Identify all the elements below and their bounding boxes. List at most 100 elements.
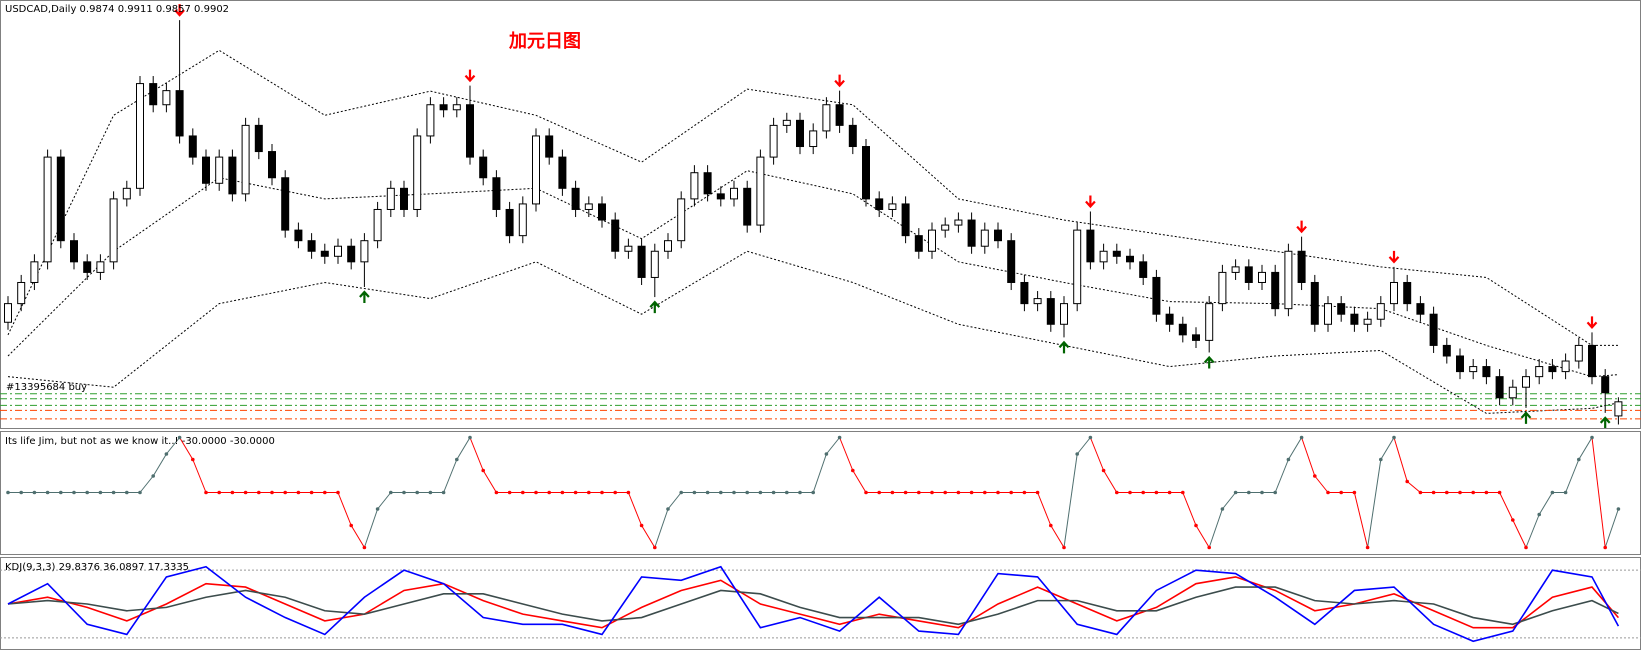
candle-body (1258, 271, 1266, 283)
candle-body (835, 104, 844, 126)
signal-point (745, 490, 749, 495)
signal-point (151, 474, 155, 478)
candle-body (624, 245, 633, 252)
signal-segment (667, 492, 682, 510)
candle-body (532, 135, 540, 205)
signal-point (1299, 435, 1304, 440)
signal-point (692, 490, 697, 495)
candle-body (518, 203, 527, 237)
signal-point (1550, 490, 1555, 495)
signal-point (1128, 490, 1132, 495)
candle-body (202, 156, 210, 184)
signal-point (1497, 490, 1502, 495)
signal-point (613, 490, 617, 495)
signal-point (798, 490, 802, 495)
signal-point (85, 490, 89, 495)
buy-arrow (1599, 416, 1611, 428)
candle-body (1535, 366, 1544, 378)
candle-body (466, 104, 474, 158)
signal-point (507, 490, 512, 495)
candle-body (360, 240, 369, 263)
candle-body (413, 135, 422, 210)
signal-point (521, 490, 525, 495)
signal-segment (1565, 459, 1580, 493)
candle-body (96, 261, 105, 273)
candle-body (611, 219, 620, 252)
signal-point (270, 490, 274, 495)
signal-point (705, 490, 710, 495)
signal-point (362, 545, 367, 550)
signal-point (1141, 490, 1145, 495)
signal-point (1458, 490, 1462, 495)
candle-body (254, 124, 263, 153)
signal-point (59, 490, 63, 495)
signal-segment (812, 453, 827, 493)
candle-body (1522, 376, 1530, 388)
candle-body (558, 156, 567, 189)
candle-body (545, 135, 554, 158)
sell-arrow (1388, 250, 1400, 264)
signal-segment (469, 437, 484, 471)
signal-point (1022, 490, 1027, 495)
candle-body (136, 83, 144, 189)
candle-body (637, 245, 646, 278)
candle-body (994, 229, 1002, 242)
candle-body (980, 229, 989, 247)
signal-point (956, 490, 961, 495)
signal-point (1035, 490, 1040, 495)
signal-segment (1076, 437, 1091, 455)
signal-point (1563, 490, 1568, 495)
signal-point (389, 490, 393, 495)
sell-arrow (1586, 316, 1598, 329)
candle-body (1099, 250, 1108, 263)
signal-point (349, 523, 354, 528)
signal-point (455, 457, 459, 462)
candle-body (400, 187, 408, 210)
candle-body (1086, 229, 1095, 263)
candle-body (1376, 303, 1385, 320)
candle-body (334, 245, 342, 257)
signal-point (719, 490, 723, 495)
candle-body (1139, 261, 1148, 278)
signal-point (653, 545, 657, 550)
signal-point (811, 490, 815, 495)
signal-point (428, 490, 433, 495)
candle-body (1337, 303, 1346, 315)
signal-segment (1208, 508, 1223, 548)
signal-point (864, 490, 868, 495)
candle-body (743, 187, 752, 226)
candle-body (809, 130, 818, 148)
candle-body (888, 203, 897, 210)
candle-body (650, 250, 659, 278)
signal-point (230, 490, 235, 495)
buy-arrow (1203, 355, 1215, 369)
signal-point (164, 452, 169, 456)
candle-body (281, 177, 290, 231)
candle-body (241, 124, 250, 195)
signal-segment (641, 525, 656, 548)
candle-body (492, 177, 501, 210)
signal-segment (1195, 525, 1210, 548)
buy-arrow (1520, 411, 1532, 424)
candle-body (1469, 366, 1478, 373)
candle-body (109, 198, 118, 263)
signal-point (1431, 490, 1436, 495)
signal-point (1260, 490, 1264, 495)
annotation: 加元日图 (508, 31, 581, 52)
signal-point (1365, 545, 1370, 550)
candle-body (149, 83, 158, 106)
candle-body (1495, 376, 1504, 399)
signal-point (890, 490, 895, 495)
candle-body (1588, 344, 1596, 378)
signal-segment (139, 475, 154, 493)
candle-body (1073, 229, 1082, 305)
candle-body (439, 104, 448, 111)
signal-point (415, 490, 420, 495)
candle-body (479, 156, 488, 179)
signal-point (903, 490, 908, 495)
candle-body (505, 208, 514, 237)
candle-body (796, 119, 804, 148)
signal-point (177, 435, 182, 440)
candle-body (426, 104, 435, 137)
